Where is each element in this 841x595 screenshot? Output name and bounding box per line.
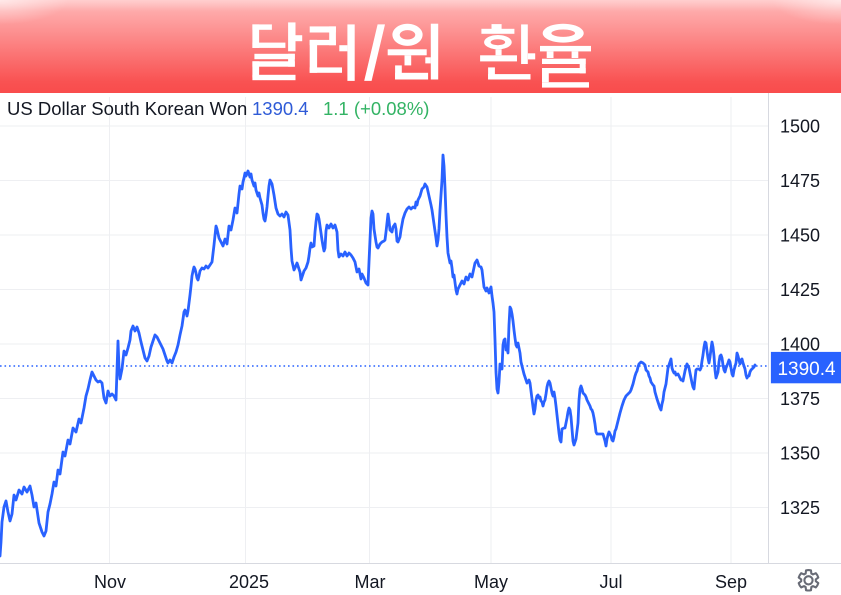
svg-text:1390.4: 1390.4 <box>252 98 309 119</box>
svg-text:1425: 1425 <box>780 280 820 300</box>
svg-text:1475: 1475 <box>780 171 820 191</box>
svg-text:1400: 1400 <box>780 335 820 355</box>
svg-text:1.1 (+0.08%): 1.1 (+0.08%) <box>323 98 429 119</box>
svg-text:1500: 1500 <box>780 117 820 137</box>
svg-text:Mar: Mar <box>355 572 386 592</box>
svg-text:Nov: Nov <box>94 572 126 592</box>
svg-text:May: May <box>474 572 508 592</box>
svg-text:1390.4: 1390.4 <box>777 359 836 380</box>
svg-text:Jul: Jul <box>599 572 622 592</box>
svg-text:1375: 1375 <box>780 389 820 409</box>
svg-text:US Dollar South Korean Won: US Dollar South Korean Won <box>7 98 247 119</box>
svg-text:1325: 1325 <box>780 498 820 518</box>
svg-text:Sep: Sep <box>715 572 747 592</box>
svg-text:2025: 2025 <box>229 572 269 592</box>
svg-text:1350: 1350 <box>780 444 820 464</box>
svg-text:1450: 1450 <box>780 226 820 246</box>
